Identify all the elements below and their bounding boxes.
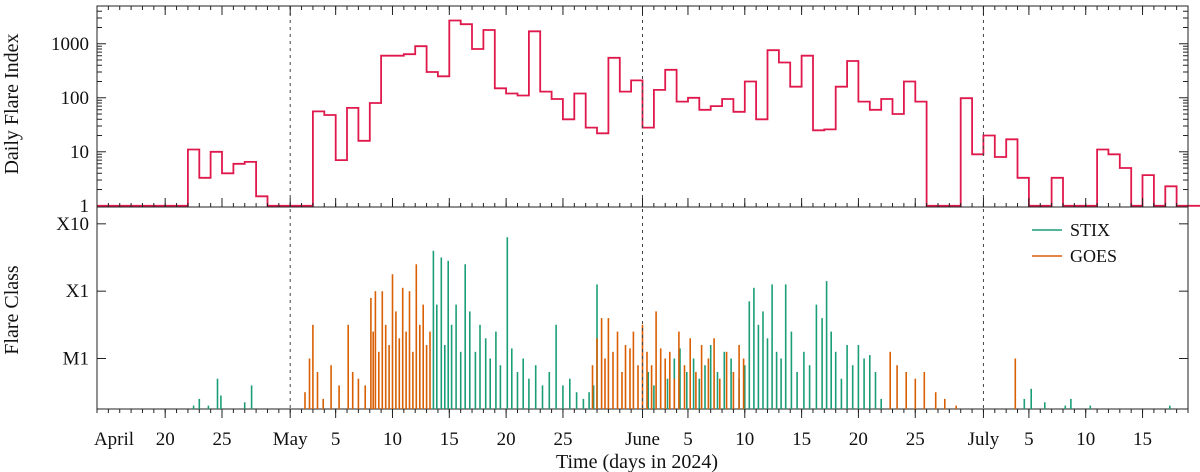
x-day-label: 10 [383,429,402,450]
x-axis-title: Time (days in 2024) [556,451,718,472]
legend: STIX GOES [1032,220,1117,266]
top-y-tick-label: 1000 [51,34,89,55]
x-month-label: May [273,429,308,450]
top-y-tick-label: 10 [70,142,89,163]
x-day-label: 20 [497,429,516,450]
x-day-label: 10 [1076,429,1095,450]
bottom-y-tick-label: X10 [56,214,89,235]
x-day-label: 5 [683,429,693,450]
x-month-label: July [968,429,1000,450]
x-month-label: June [625,429,660,450]
x-day-label: 10 [735,429,754,450]
x-day-label: 5 [1024,429,1034,450]
x-month-label: April [94,429,134,450]
top-y-tick-label: 100 [61,88,90,109]
x-day-label: 15 [792,429,811,450]
x-day-label: 25 [213,429,232,450]
x-day-label: 25 [906,429,925,450]
legend-label-goes: GOES [1070,246,1117,266]
x-day-label: 15 [440,429,459,450]
top-y-tick-label: 1 [80,196,90,217]
top-y-axis-title: Daily Flare Index [1,33,23,174]
bottom-y-axis-title: Flare Class [1,265,23,355]
x-day-label: 20 [156,429,175,450]
daily-flare-index-panel: 1 10 100 1000 [51,5,1200,217]
legend-label-stix: STIX [1070,220,1110,240]
daily-flare-index-series [97,19,1200,207]
bottom-y-tick-label: X1 [66,281,89,302]
bottom-y-tick-label: M1 [63,349,89,370]
x-day-label: 20 [849,429,868,450]
flare-class-panel: M1 X1 X10 [56,206,1189,410]
x-day-label: 25 [553,429,572,450]
x-day-label: 15 [1133,429,1152,450]
x-day-label: 5 [331,429,341,450]
